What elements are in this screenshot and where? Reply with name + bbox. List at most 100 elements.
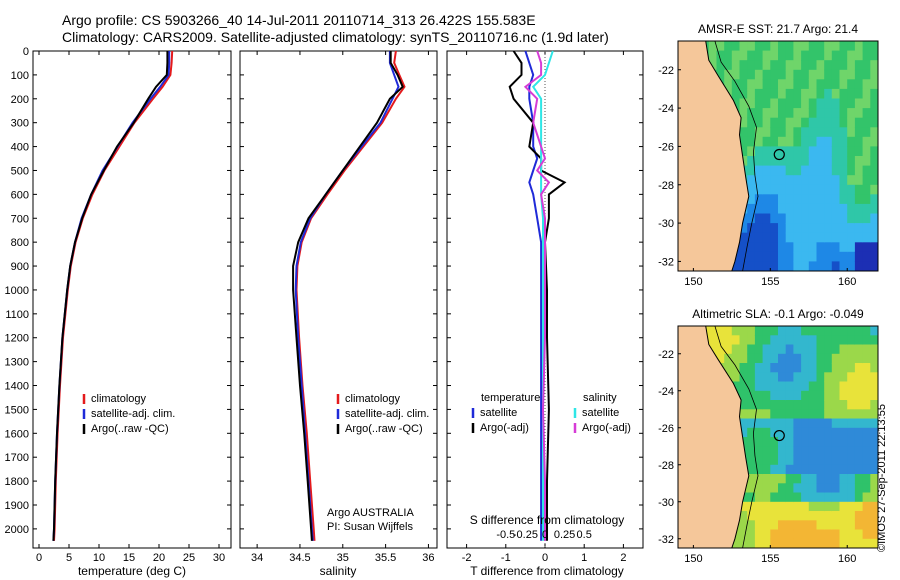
map-cell [747,79,756,90]
map-cell [862,108,871,119]
map-cell [839,261,848,271]
map-cell [870,455,878,466]
map-cell [793,335,802,346]
map-cell [747,184,756,195]
map-cell [793,437,802,447]
map-cell [816,156,825,167]
map-cell [778,409,787,420]
map-cell [770,483,779,494]
panel-salinity: 34 34.5 35 35.5 36 salinity climatology satelli… [239,50,438,578]
map-cell [831,60,841,71]
map-cell [754,156,764,167]
map-cell [862,381,871,392]
map-cell [824,223,833,234]
map-cell [824,41,833,52]
legend-title-sal: salinity [583,392,617,404]
map-cell [831,390,841,401]
map-cell [770,50,779,61]
map-cell [854,520,864,531]
map-cell [754,437,764,447]
map-cell [862,400,871,410]
map-cell [831,353,841,364]
map-cell [847,418,856,429]
map-cell [854,538,864,548]
map-cell [824,446,833,457]
map-cell [762,108,771,119]
map-cell [816,184,825,195]
map-cell [847,520,856,531]
map-cell [793,50,802,61]
map-cell [754,474,764,484]
map-cell [747,98,756,109]
map-cell [801,483,810,494]
map-cell [808,501,818,512]
y-tick-label: 1100 [5,309,29,321]
map-cell [808,511,818,521]
map-cell [870,381,878,392]
map-cell [785,538,794,548]
map-cell [862,69,871,80]
map-cell [808,474,818,484]
map-cell [854,344,864,355]
map-cell [831,203,841,215]
map-cell [731,538,741,548]
map-cell [731,261,741,271]
map-cell [824,344,833,355]
map-cell [785,117,794,128]
legend-entry: Argo(-adj) [582,422,631,434]
map-cell [870,400,878,410]
map-cell [816,335,825,346]
map-cell [716,69,725,80]
map-cell [785,184,794,195]
map-cell [747,261,756,271]
map-cell [870,529,878,540]
map-cell [739,372,748,383]
map-cell [762,194,771,205]
x-tick-label: 5 [66,552,72,564]
map-cell [762,427,771,438]
series-line-argo-raw-qc- [292,51,404,541]
map-cell [754,165,764,176]
map-cell [862,117,871,128]
map-cell [801,529,810,540]
map-cell [808,88,818,100]
map-cell [754,446,764,457]
map-cell [839,127,848,138]
map-cell [778,326,787,336]
map-cell [762,69,771,80]
map-cell [847,464,856,475]
map-cell [808,50,818,61]
bathymetry-contour [714,326,759,548]
map-cell [870,511,878,521]
map-cell [793,353,802,364]
map-cell [785,492,794,503]
map-cell [816,50,825,61]
map-cell [831,335,841,346]
map-cell [824,69,833,80]
map-cell [770,156,779,167]
map-y-tick-label: -26 [658,423,674,435]
map-cell [801,418,810,429]
map-cell [870,194,878,205]
map-cell [708,344,718,355]
map-cell [801,335,810,346]
map-cell [870,427,878,438]
map-cell [801,50,810,61]
map-cell [816,400,825,410]
map-cell [847,381,856,392]
map-cell [801,165,810,176]
map-cell [839,409,848,420]
y-tick-label: 300 [11,118,29,130]
map-cell [793,492,802,503]
x-axis-label-top: S difference from climatology [470,513,625,527]
map-cell [862,156,871,167]
map-cell [793,409,802,420]
map-cell [808,344,818,355]
map-cell [824,98,833,109]
map-cell [816,41,825,52]
map-cell [770,251,779,262]
map-cell [754,146,764,157]
map-cell [793,464,802,475]
map-cell [808,520,818,531]
map-cell [847,156,856,167]
